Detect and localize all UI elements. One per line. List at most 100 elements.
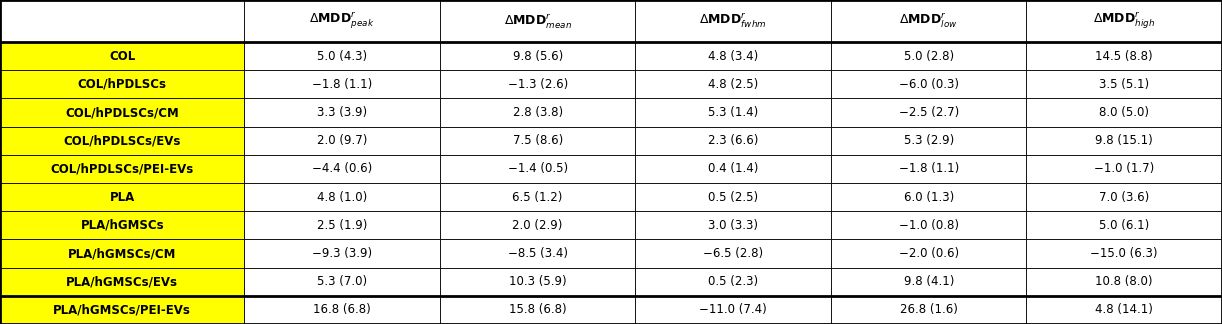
Text: 10.8 (8.0): 10.8 (8.0) [1095, 275, 1154, 288]
Bar [440, 70, 635, 98]
Text: −4.4 (0.6): −4.4 (0.6) [312, 162, 373, 176]
Bar [0, 268, 244, 296]
Text: COL/hPDLSCs/CM: COL/hPDLSCs/CM [65, 106, 180, 119]
Bar [635, 70, 831, 98]
Bar [440, 268, 635, 296]
Bar [635, 155, 831, 183]
Bar [244, 127, 440, 155]
Text: PLA/hGMSCs/EVs: PLA/hGMSCs/EVs [66, 275, 178, 288]
Bar [635, 211, 831, 239]
Bar [244, 296, 440, 324]
Bar [1026, 42, 1222, 70]
Text: $\Delta$MDD$^r_{peak}$: $\Delta$MDD$^r_{peak}$ [309, 11, 375, 31]
Text: 2.3 (6.6): 2.3 (6.6) [708, 134, 759, 147]
Text: −1.4 (0.5): −1.4 (0.5) [507, 162, 568, 176]
Bar [1026, 155, 1222, 183]
Text: $\Delta$MDD$^r_{high}$: $\Delta$MDD$^r_{high}$ [1092, 11, 1156, 31]
Bar [244, 211, 440, 239]
Text: 4.8 (14.1): 4.8 (14.1) [1095, 303, 1154, 317]
Text: 2.0 (2.9): 2.0 (2.9) [512, 219, 563, 232]
Text: 5.3 (1.4): 5.3 (1.4) [708, 106, 759, 119]
Text: 0.5 (2.3): 0.5 (2.3) [708, 275, 759, 288]
Bar [635, 98, 831, 127]
Text: 3.3 (3.9): 3.3 (3.9) [316, 106, 368, 119]
Text: PLA/hGMSCs: PLA/hGMSCs [81, 219, 164, 232]
Text: 5.3 (7.0): 5.3 (7.0) [316, 275, 368, 288]
Text: −2.0 (0.6): −2.0 (0.6) [898, 247, 959, 260]
Text: 2.8 (3.8): 2.8 (3.8) [512, 106, 563, 119]
Text: 5.3 (2.9): 5.3 (2.9) [903, 134, 954, 147]
Bar [1026, 98, 1222, 127]
Text: PLA: PLA [110, 191, 134, 204]
Text: 5.0 (6.1): 5.0 (6.1) [1099, 219, 1150, 232]
Text: 6.5 (1.2): 6.5 (1.2) [512, 191, 563, 204]
Bar [635, 268, 831, 296]
Bar [831, 42, 1026, 70]
Bar [1026, 127, 1222, 155]
Bar [831, 70, 1026, 98]
Text: 4.8 (2.5): 4.8 (2.5) [708, 78, 759, 91]
Bar [635, 183, 831, 211]
Bar [0, 155, 244, 183]
Text: COL/hPDLSCs/EVs: COL/hPDLSCs/EVs [64, 134, 181, 147]
Bar [0, 211, 244, 239]
Bar [0, 127, 244, 155]
Bar [635, 42, 831, 70]
Bar [440, 211, 635, 239]
Text: −1.0 (1.7): −1.0 (1.7) [1094, 162, 1155, 176]
Bar [244, 183, 440, 211]
Bar [1026, 0, 1222, 42]
Bar [831, 0, 1026, 42]
Text: 9.8 (15.1): 9.8 (15.1) [1095, 134, 1154, 147]
Text: 8.0 (5.0): 8.0 (5.0) [1100, 106, 1149, 119]
Bar [635, 0, 831, 42]
Text: 3.0 (3.3): 3.0 (3.3) [709, 219, 758, 232]
Text: COL: COL [109, 50, 136, 63]
Bar [0, 239, 244, 268]
Text: −2.5 (2.7): −2.5 (2.7) [898, 106, 959, 119]
Text: $\Delta$MDD$^r_{low}$: $\Delta$MDD$^r_{low}$ [899, 12, 958, 30]
Bar [244, 70, 440, 98]
Bar [1026, 239, 1222, 268]
Bar [831, 183, 1026, 211]
Bar [244, 42, 440, 70]
Text: 15.8 (6.8): 15.8 (6.8) [508, 303, 567, 317]
Bar [244, 98, 440, 127]
Text: 4.8 (1.0): 4.8 (1.0) [316, 191, 368, 204]
Bar [831, 211, 1026, 239]
Bar [244, 268, 440, 296]
Text: 5.0 (2.8): 5.0 (2.8) [903, 50, 954, 63]
Text: 7.0 (3.6): 7.0 (3.6) [1099, 191, 1150, 204]
Bar [0, 183, 244, 211]
Text: −11.0 (7.4): −11.0 (7.4) [699, 303, 767, 317]
Bar [244, 155, 440, 183]
Text: −6.5 (2.8): −6.5 (2.8) [703, 247, 764, 260]
Bar [244, 0, 440, 42]
Bar [440, 98, 635, 127]
Bar [0, 98, 244, 127]
Text: −1.8 (1.1): −1.8 (1.1) [312, 78, 373, 91]
Text: 16.8 (6.8): 16.8 (6.8) [313, 303, 371, 317]
Text: 26.8 (1.6): 26.8 (1.6) [899, 303, 958, 317]
Text: PLA/hGMSCs/CM: PLA/hGMSCs/CM [68, 247, 176, 260]
Bar [831, 239, 1026, 268]
Text: 3.5 (5.1): 3.5 (5.1) [1099, 78, 1150, 91]
Bar [0, 42, 244, 70]
Bar [831, 296, 1026, 324]
Bar [440, 42, 635, 70]
Bar [831, 127, 1026, 155]
Text: 2.5 (1.9): 2.5 (1.9) [316, 219, 368, 232]
Text: −15.0 (6.3): −15.0 (6.3) [1090, 247, 1158, 260]
Text: $\Delta$MDD$^r_{mean}$: $\Delta$MDD$^r_{mean}$ [503, 12, 572, 30]
Text: −1.3 (2.6): −1.3 (2.6) [507, 78, 568, 91]
Text: COL/hPDLSCs/PEI-EVs: COL/hPDLSCs/PEI-EVs [50, 162, 194, 176]
Bar [440, 127, 635, 155]
Text: 2.0 (9.7): 2.0 (9.7) [316, 134, 368, 147]
Text: 6.0 (1.3): 6.0 (1.3) [903, 191, 954, 204]
Bar [635, 127, 831, 155]
Text: −6.0 (0.3): −6.0 (0.3) [898, 78, 959, 91]
Bar [0, 296, 244, 324]
Text: −1.8 (1.1): −1.8 (1.1) [898, 162, 959, 176]
Bar [244, 239, 440, 268]
Bar [831, 98, 1026, 127]
